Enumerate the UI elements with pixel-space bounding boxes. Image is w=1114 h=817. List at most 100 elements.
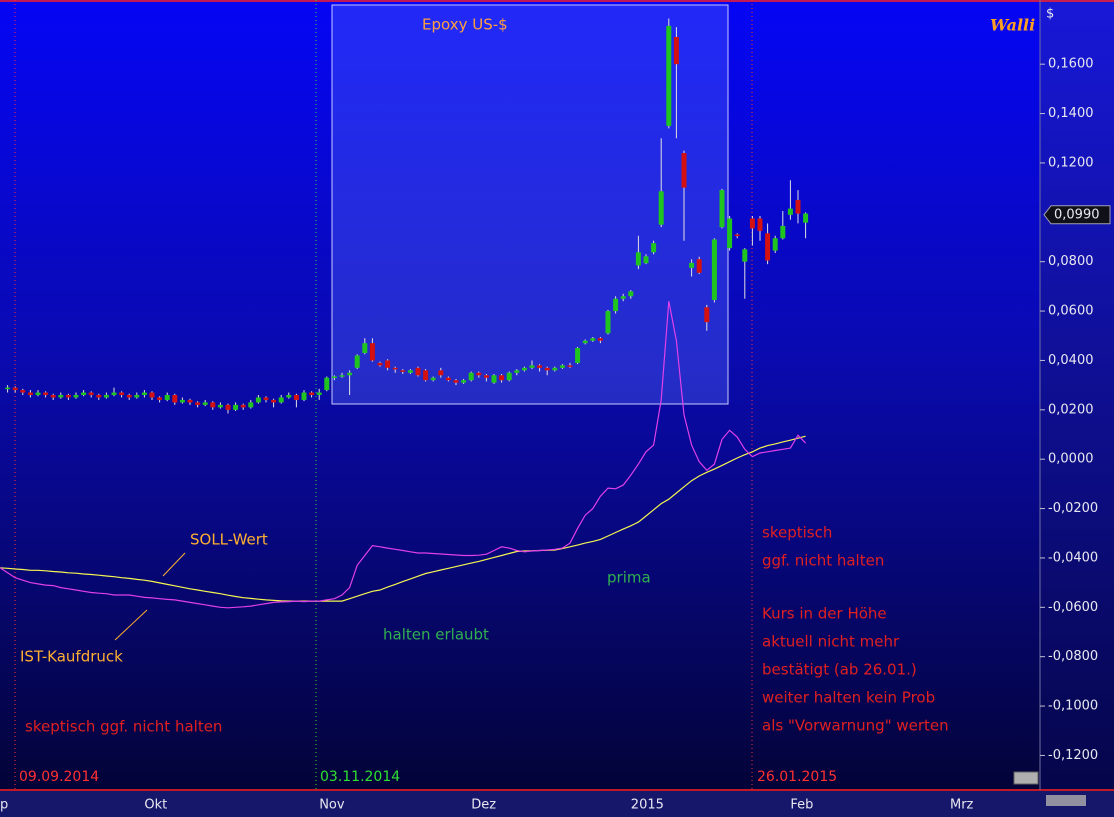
candle-body [415,367,421,376]
candle-body [552,367,558,371]
date-marker-label: 26.01.2015 [757,769,837,785]
candle-body [742,249,748,262]
candle-body [324,377,330,391]
x-tick-label: p [0,798,8,813]
candle-body [179,399,185,403]
annotation: ggf. nicht halten [762,552,884,570]
candle-body [613,298,619,312]
candle-body [787,208,793,215]
candle-body [255,397,261,403]
last-price-box [1043,205,1111,225]
candle-body [316,392,322,395]
candle-body [369,343,375,361]
candle-body [73,395,79,398]
candle-body [605,311,611,334]
y-tick-label: -0,1000 [1048,699,1098,714]
candle-body [225,404,231,410]
y-tick-label: -0,0600 [1048,600,1098,615]
x-tick-label: Nov [319,798,345,813]
candle-body [499,375,505,381]
candle-body [772,238,778,251]
candle-body [240,404,246,408]
x-tick-label: 2015 [631,798,664,813]
candle-body [50,395,56,398]
candle-body [12,387,18,391]
candle-body [567,365,573,367]
annotation: als "Vorwarnung" werten [762,717,949,735]
annotation: Kurs in der Höhe [762,605,887,623]
candle-body [172,395,178,403]
annotation: skeptisch ggf. nicht halten [25,718,222,736]
candle-body [301,392,307,400]
candle-body [628,291,634,297]
candle-body [438,370,444,376]
candle-body [27,392,33,395]
pointer [162,552,186,577]
candle-body [719,190,725,228]
candle-body [187,399,193,403]
candle-body [651,243,657,253]
candle-body [35,392,41,395]
candle-body [119,392,125,395]
candle-body [430,377,436,381]
annotation: skeptisch [762,524,832,542]
candle-body [643,256,649,264]
y-tick-label: 0,0000 [1048,452,1094,467]
candle-body [43,392,49,395]
zoom-icon[interactable] [1013,771,1039,785]
candle-body [423,370,429,381]
candle-body [271,399,277,403]
candle-body [362,343,368,354]
y-tick-label: 0,1600 [1048,57,1094,72]
candle-body [88,392,94,395]
candle-body [157,397,163,400]
candle-body [233,404,239,410]
line-label: SOLL-Wert [190,531,268,549]
candle-body [803,213,809,223]
y-tick-label: -0,0200 [1048,501,1098,516]
scroll-icons[interactable] [1046,795,1086,806]
candle-body [575,348,581,363]
indicator-line [0,301,807,609]
candle-body [582,340,588,344]
y-tick-label: 0,1200 [1048,155,1094,170]
candle-body [400,370,406,372]
x-tick-label: Dez [471,798,496,813]
x-tick-label: Feb [790,798,813,813]
candle-body [757,218,763,231]
candle-body [5,387,11,390]
marks [0,18,809,609]
candle-body [673,37,679,65]
annotation: bestätigt (ab 26.01.) [762,661,917,679]
candle-body [202,402,208,405]
candle-body [666,25,672,126]
candle-body [195,402,201,405]
candle-body [597,338,603,341]
x-tick-label: Mrz [950,798,974,813]
line-label: IST-Kaufdruck [20,648,123,666]
candle-body [103,395,109,398]
candle-body [58,395,64,398]
candle-body [491,375,497,383]
candle-body [749,218,755,229]
candle-body [20,390,26,393]
candle-body [453,380,459,383]
candle-body [149,392,155,398]
candle-body [126,395,132,398]
candle-body [620,296,626,299]
y-tick-label: 0,1400 [1048,106,1094,121]
candle-body [514,370,520,373]
candle-body [734,234,740,237]
candle-body [392,367,398,370]
candle-body [689,262,695,268]
annotation: halten erlaubt [383,626,489,644]
candle-body [765,233,771,261]
candle-body [590,338,596,341]
candle-body [407,370,413,373]
candle-body [658,191,664,225]
axis-panel [1040,0,1114,790]
y-tick-label: -0,0400 [1048,550,1098,565]
candle-body [704,307,710,323]
candle-body [537,365,543,368]
pointer [114,609,148,641]
